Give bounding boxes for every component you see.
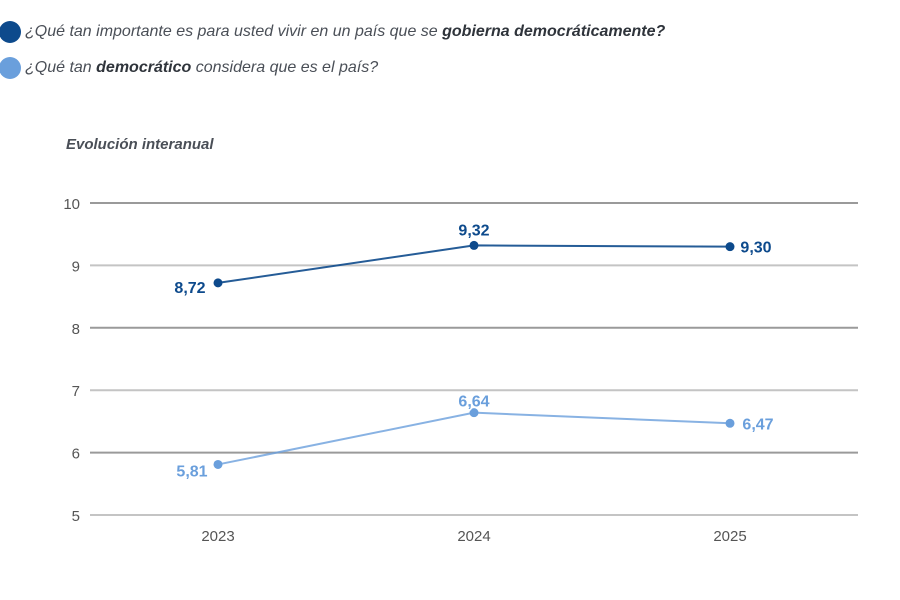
series-line	[217, 411, 731, 466]
y-tick-label: 6	[72, 446, 80, 463]
x-tick-label: 2023	[201, 528, 234, 545]
data-point	[469, 408, 479, 418]
data-label: 9,30	[740, 240, 771, 257]
legend-item-importance: ¿Qué tan importante es para usted vivir …	[0, 21, 665, 43]
legend-item-democratic: ¿Qué tan democrático considera que es el…	[0, 57, 378, 79]
y-tick-label: 7	[72, 383, 80, 400]
chart-subtitle: Evolución interanual	[66, 136, 214, 153]
legend-label: ¿Qué tan democrático considera que es el…	[25, 59, 379, 76]
data-label: 9,32	[458, 222, 489, 239]
data-point	[213, 278, 223, 288]
data-label: 8,72	[174, 280, 205, 297]
x-tick-label: 2024	[457, 528, 490, 545]
data-point	[725, 242, 735, 252]
y-tick-label: 9	[72, 258, 80, 275]
data-label: 5,81	[176, 463, 207, 480]
legend-light-blue-circle-icon	[0, 57, 21, 79]
y-tick-label: 8	[72, 321, 80, 338]
series-line	[217, 244, 731, 284]
data-point	[725, 418, 735, 428]
y-tick-label: 5	[72, 508, 80, 525]
data-point	[213, 459, 223, 469]
data-label: 6,47	[742, 416, 773, 433]
y-tick-label: 10	[63, 196, 80, 213]
legend-label: ¿Qué tan importante es para usted vivir …	[25, 23, 666, 40]
legend-dark-blue-circle-icon	[0, 21, 21, 43]
data-point	[469, 240, 479, 250]
x-tick-label: 2025	[713, 528, 746, 545]
data-label: 6,64	[458, 394, 489, 411]
